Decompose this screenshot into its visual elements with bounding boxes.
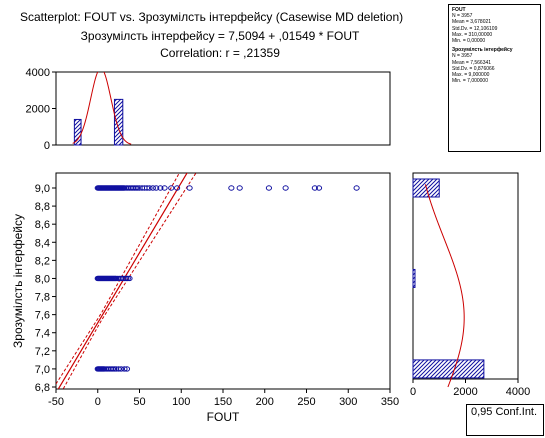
scatter-point (153, 185, 160, 191)
top-normal-curve (72, 72, 132, 145)
y-tick-label: 8,6 (35, 219, 50, 231)
scatter-point (143, 185, 151, 191)
y-tick-label: 7,0 (35, 364, 50, 376)
stats-group-interface: Зрозумілсть інтерфейсу N = 3957 Mean = 7… (452, 47, 537, 84)
regression-equation: Зрозумілсть інтерфейсу = 7,5094 + ,01549… (80, 29, 360, 43)
stats-group-fout: FOUT N = 3957 Mean = 3,678021 Std.Dv. = … (452, 7, 537, 44)
right-histogram-area (412, 172, 519, 380)
top-hist-y-tick-label: 2000 (26, 104, 50, 116)
x-tick-label: 350 (381, 396, 399, 408)
y-tick-label: 7,8 (35, 292, 50, 304)
scatter-point (146, 185, 153, 191)
scatter-point (315, 185, 323, 191)
x-tick-label: 50 (133, 396, 145, 408)
stats-var2-line: Min. = 7,000000 (452, 78, 488, 85)
scatter-point (353, 185, 360, 191)
stats-var1-line: Min. = 0,00000 (452, 38, 486, 45)
scatter-point (186, 185, 193, 191)
chart-title-line-1: Scatterplot: FOUT vs. Зрозумілсть інтерф… (20, 10, 404, 24)
scatter-point (228, 185, 235, 191)
y-tick-label: 8,8 (35, 201, 50, 213)
y-tick-label: 7,2 (35, 346, 50, 358)
stats-var1-line: Max. = 310,00000 (452, 31, 493, 38)
x-tick-label: 0 (95, 396, 101, 408)
scatter-point (236, 185, 243, 191)
top-hist-y-tick-label: 0 (44, 140, 50, 152)
scatter-point (118, 366, 125, 372)
scatter-point (168, 185, 175, 191)
top-histogram-bar (73, 118, 82, 146)
x-tick-label: 250 (297, 396, 315, 408)
scatter-point (282, 185, 289, 191)
right-hist-x-tick-label: 2000 (453, 386, 477, 398)
stats-var1-line: Std.Dv. = 12,106109 (452, 25, 498, 32)
scatter-point (157, 185, 164, 191)
y-tick-label: 8,0 (35, 273, 50, 285)
stats-var2-line: Max. = 9,000000 (452, 72, 490, 79)
x-tick-label: 200 (256, 396, 274, 408)
stats-var1-line: N = 3957 (452, 13, 473, 20)
stats-var2-line: Std.Dv. = 0,876066 (452, 65, 495, 72)
top-histogram-bar (113, 98, 124, 146)
right-hist-x-tick-label: 4000 (506, 386, 530, 398)
scatter-point (149, 185, 156, 191)
top-hist-y-tick-label: 4000 (26, 67, 50, 79)
y-tick-label: 8,4 (35, 237, 50, 249)
x-axis-label: FOUT (207, 410, 240, 424)
stats-var2-line: Mean = 7,566341 (452, 59, 492, 66)
scatter-point (123, 366, 131, 372)
y-axis-label: Зрозумілсть інтерфейсу (11, 214, 25, 348)
right-hist-x-tick-label: 0 (410, 386, 416, 398)
stats-var2-name: Зрозумілсть інтерфейсу (452, 47, 513, 54)
right-histogram-bar (412, 268, 416, 288)
top-histogram-area (55, 71, 391, 146)
scatter-point (121, 366, 128, 372)
stats-var1-name: FOUT (452, 7, 466, 13)
confidence-interval-label: 0,95 Conf.Int. (466, 404, 544, 436)
x-tick-label: -50 (48, 396, 64, 408)
y-tick-label: 6,8 (35, 382, 50, 394)
scatter-point (126, 275, 133, 282)
scatter-point (173, 185, 181, 191)
scatter-point (115, 366, 122, 372)
right-histogram-bar (412, 359, 485, 379)
x-tick-label: 100 (172, 396, 190, 408)
stats-var1-line: Mean = 3,678021 (452, 19, 492, 26)
correlation-label: Correlation: r = ,21359 (160, 46, 280, 60)
scatter-point (161, 185, 168, 191)
stats-var2-line: N = 3957 (452, 53, 473, 60)
regression-line (57, 173, 188, 389)
y-tick-label: 9,0 (35, 183, 50, 195)
y-tick-label: 8,2 (35, 255, 50, 267)
y-tick-label: 7,6 (35, 310, 50, 322)
x-tick-label: 150 (214, 396, 232, 408)
descriptive-stats-panel: FOUT N = 3957 Mean = 3,678021 Std.Dv. = … (448, 4, 541, 152)
y-tick-label: 7,4 (35, 328, 50, 340)
x-tick-label: 300 (339, 396, 357, 408)
scatter-point (311, 185, 318, 191)
confidence-band-upper (56, 173, 180, 385)
right-normal-curve (424, 184, 465, 388)
scatter-point (265, 185, 273, 191)
